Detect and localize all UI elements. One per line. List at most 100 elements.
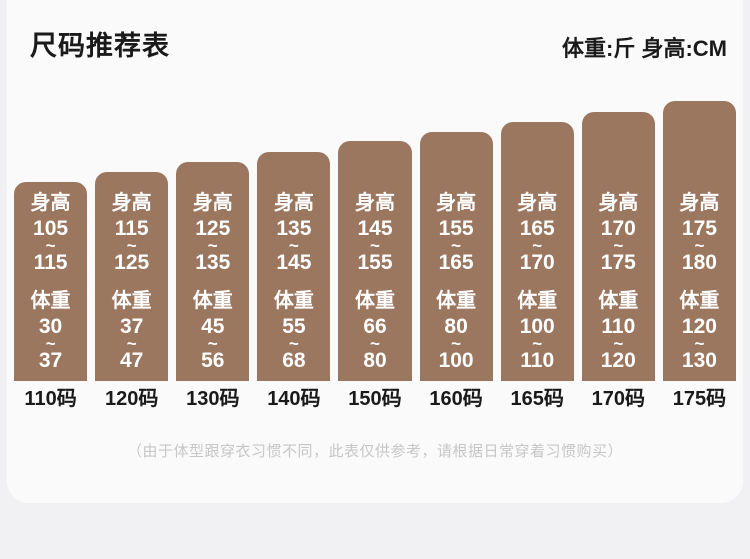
size-column: 身高 165 ~ 170 体重 100 ~ 110 165码 xyxy=(500,122,574,411)
height-max-value: 115 xyxy=(33,251,68,274)
tilde-separator: ~ xyxy=(613,334,624,353)
height-section-label: 身高 xyxy=(273,192,314,214)
weight-max-value: 37 xyxy=(38,349,63,372)
size-code-label: 175码 xyxy=(672,388,727,410)
weight-max-value: 130 xyxy=(681,349,717,372)
height-min-value: 135 xyxy=(276,217,312,240)
height-min-value: 165 xyxy=(519,217,555,240)
tilde-separator: ~ xyxy=(694,334,705,353)
tilde-separator: ~ xyxy=(207,236,218,255)
size-code-label: 130码 xyxy=(186,388,240,410)
size-code-label: 140码 xyxy=(267,388,321,410)
size-code-label: 150码 xyxy=(348,388,402,410)
weight-max-value: 47 xyxy=(119,349,144,372)
tilde-separator: ~ xyxy=(45,334,56,353)
size-bar: 身高 125 ~ 135 体重 45 ~ 56 xyxy=(176,162,250,381)
height-min-value: 170 xyxy=(600,217,636,240)
size-bar: 身高 105 ~ 115 体重 30 ~ 37 xyxy=(14,182,88,381)
size-bar: 身高 155 ~ 165 体重 80 ~ 100 xyxy=(419,132,493,381)
tilde-separator: ~ xyxy=(613,236,624,255)
tilde-separator: ~ xyxy=(532,334,543,353)
tilde-separator: ~ xyxy=(370,334,380,353)
size-code-label: 160码 xyxy=(429,388,483,410)
size-bar: 身高 145 ~ 155 体重 66 ~ 80 xyxy=(338,141,412,381)
size-code-label: 110码 xyxy=(24,388,77,410)
weight-min-value: 45 xyxy=(201,315,225,338)
tilde-separator: ~ xyxy=(288,334,299,353)
weight-section-label: 体重 xyxy=(517,290,558,312)
size-column: 身高 105 ~ 115 体重 30 ~ 37 110码 xyxy=(14,182,88,411)
weight-section-label: 体重 xyxy=(111,290,152,312)
height-max-value: 155 xyxy=(357,251,393,274)
weight-min-value: 30 xyxy=(38,315,63,338)
size-bar: 身高 175 ~ 180 体重 120 ~ 130 xyxy=(662,101,736,381)
height-min-value: 115 xyxy=(114,217,149,240)
size-column: 身高 170 ~ 175 体重 110 ~ 120 170码 xyxy=(581,112,655,411)
height-section-label: 身高 xyxy=(436,192,477,214)
weight-section-label: 体重 xyxy=(192,290,233,312)
size-chart-card: 尺码推荐表 体重:斤 身高:CM 身高 105 ~ 115 体重 30 ~ 37… xyxy=(7,0,743,503)
height-min-value: 125 xyxy=(195,217,231,240)
height-max-value: 170 xyxy=(519,251,555,274)
tilde-separator: ~ xyxy=(288,236,299,255)
height-max-value: 175 xyxy=(600,251,636,274)
size-code-label: 165码 xyxy=(510,388,564,410)
weight-max-value: 120 xyxy=(600,349,636,372)
weight-max-value: 56 xyxy=(201,349,225,372)
height-min-value: 175 xyxy=(681,217,717,240)
tilde-separator: ~ xyxy=(694,236,705,255)
size-column: 身高 125 ~ 135 体重 45 ~ 56 130码 xyxy=(176,162,250,411)
weight-min-value: 110 xyxy=(601,315,636,338)
height-min-value: 105 xyxy=(33,217,69,240)
height-max-value: 135 xyxy=(195,251,231,274)
height-section-label: 身高 xyxy=(598,192,639,214)
height-section-label: 身高 xyxy=(354,192,395,214)
units-label: 体重:斤 身高:CM xyxy=(562,36,727,61)
size-bar: 身高 115 ~ 125 体重 37 ~ 47 xyxy=(95,172,169,381)
weight-max-value: 68 xyxy=(282,349,306,372)
weight-min-value: 80 xyxy=(444,315,468,338)
height-min-value: 155 xyxy=(438,217,474,240)
weight-min-value: 37 xyxy=(119,315,144,338)
weight-section-label: 体重 xyxy=(354,290,395,312)
size-bar-chart: 身高 105 ~ 115 体重 30 ~ 37 110码 身高 115 ~ 12… xyxy=(7,101,743,411)
weight-max-value: 100 xyxy=(438,349,474,372)
size-column: 身高 145 ~ 155 体重 66 ~ 80 150码 xyxy=(338,141,412,411)
height-section-label: 身高 xyxy=(517,192,558,214)
size-column: 身高 155 ~ 165 体重 80 ~ 100 160码 xyxy=(419,132,493,411)
weight-min-value: 120 xyxy=(681,315,717,338)
height-max-value: 125 xyxy=(114,251,150,274)
height-min-value: 145 xyxy=(357,217,393,240)
height-section-label: 身高 xyxy=(30,192,71,214)
tilde-separator: ~ xyxy=(370,236,380,255)
height-section-label: 身高 xyxy=(192,192,233,214)
tilde-separator: ~ xyxy=(126,236,137,255)
size-bar: 身高 165 ~ 170 体重 100 ~ 110 xyxy=(500,122,574,381)
tilde-separator: ~ xyxy=(207,334,218,353)
size-code-label: 120码 xyxy=(104,388,159,410)
weight-min-value: 55 xyxy=(282,315,306,338)
weight-section-label: 体重 xyxy=(273,290,314,312)
weight-max-value: 110 xyxy=(520,349,555,372)
weight-section-label: 体重 xyxy=(679,290,720,312)
tilde-separator: ~ xyxy=(451,334,462,353)
size-column: 身高 175 ~ 180 体重 120 ~ 130 175码 xyxy=(662,101,736,411)
size-column: 身高 115 ~ 125 体重 37 ~ 47 120码 xyxy=(95,172,169,411)
footnote: （由于体型跟穿衣习惯不同，此表仅供参考，请根据日常穿着习惯购买） xyxy=(126,443,623,460)
height-max-value: 165 xyxy=(438,251,474,274)
weight-section-label: 体重 xyxy=(436,290,477,312)
height-max-value: 180 xyxy=(681,251,717,274)
tilde-separator: ~ xyxy=(45,236,56,255)
height-section-label: 身高 xyxy=(111,192,152,214)
size-code-label: 170码 xyxy=(591,388,645,410)
tilde-separator: ~ xyxy=(532,236,543,255)
tilde-separator: ~ xyxy=(126,334,137,353)
weight-max-value: 80 xyxy=(363,349,387,372)
size-column: 身高 135 ~ 145 体重 55 ~ 68 140码 xyxy=(257,152,331,411)
weight-section-label: 体重 xyxy=(30,290,71,312)
weight-min-value: 100 xyxy=(519,315,555,338)
height-max-value: 145 xyxy=(276,251,312,274)
weight-min-value: 66 xyxy=(363,315,387,338)
height-section-label: 身高 xyxy=(679,192,720,214)
page-title: 尺码推荐表 xyxy=(30,31,170,61)
